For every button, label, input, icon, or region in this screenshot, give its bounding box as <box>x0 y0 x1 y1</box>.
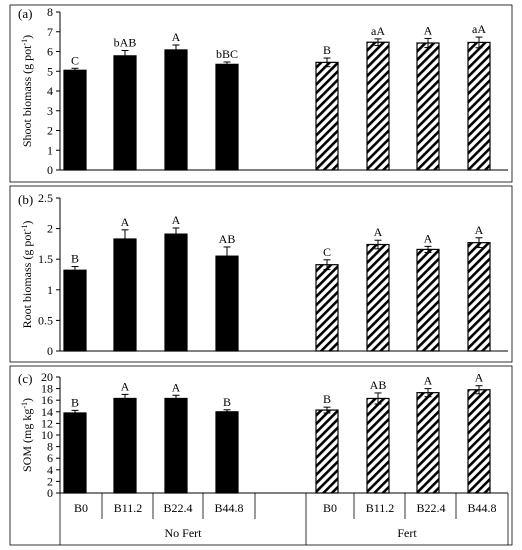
y-axis-title: Shoot biomass (g pot-1) <box>20 35 34 147</box>
y-tick-label: 0.5 <box>38 313 53 327</box>
bar <box>315 409 339 494</box>
panel-label: (c) <box>18 371 32 386</box>
y-tick-label: 2 <box>47 222 53 236</box>
bar <box>467 41 491 171</box>
bar <box>416 42 440 171</box>
bar <box>467 242 491 352</box>
group-label: Fert <box>397 526 417 540</box>
y-tick-label: 0 <box>47 344 53 358</box>
y-tick-label: 18 <box>41 382 53 396</box>
panel-border <box>9 185 513 363</box>
y-axis-title: SOM (mg kg-1) <box>20 398 34 472</box>
bar <box>164 397 188 494</box>
y-tick-label: 8 <box>47 5 53 19</box>
significance-label: A <box>424 374 433 388</box>
panel-border <box>9 4 513 183</box>
y-tick-label: 7 <box>47 25 53 39</box>
bar <box>215 63 239 171</box>
bar <box>113 238 137 352</box>
category-label: B44.8 <box>214 501 243 515</box>
y-tick-label: 1 <box>47 143 53 157</box>
bar <box>63 269 87 352</box>
bar <box>63 69 87 171</box>
bar <box>366 41 390 171</box>
bar <box>416 248 440 352</box>
significance-label: C <box>71 53 79 67</box>
significance-label: aA <box>472 22 486 36</box>
bar <box>315 61 339 171</box>
bar <box>113 397 137 494</box>
category-axis: B0 B11.2 B22.4 B44.8 B0 B11.2 B22.4 B44.8 No Fer… <box>59 493 509 545</box>
bar <box>366 243 390 352</box>
significance-label: A <box>374 225 383 239</box>
significance-label: B <box>323 43 331 57</box>
y-tick-label: 1.5 <box>38 252 53 266</box>
y-tick-label: 8 <box>47 440 53 454</box>
group-label: No Fert <box>165 526 203 540</box>
y-tick-label: 1 <box>47 283 53 297</box>
y-tick-label: 12 <box>41 416 53 430</box>
y-tick-label: 5 <box>47 64 53 78</box>
panel-label: (a) <box>18 6 32 21</box>
category-label: B0 <box>323 501 337 515</box>
category-label: B44.8 <box>467 501 496 515</box>
significance-label: A <box>172 213 181 227</box>
bar <box>63 412 87 494</box>
y-tick-label: 6 <box>47 45 53 59</box>
significance-label: A <box>424 23 433 37</box>
significance-label: A <box>121 379 130 393</box>
y-tick-label: 14 <box>41 405 53 419</box>
significance-label: bBC <box>216 47 238 61</box>
category-label: B22.4 <box>416 501 445 515</box>
y-tick-label: 2 <box>47 474 53 488</box>
y-tick-label: 0 <box>47 163 53 177</box>
y-tick-label: 2 <box>47 124 53 138</box>
bar <box>215 411 239 494</box>
panel-2: 0 0.5 1 1.5 2 2.5 (b) Root biomass (g pot-1) B A A… <box>9 185 513 363</box>
significance-label: A <box>424 231 433 245</box>
bar <box>164 233 188 352</box>
significance-label: AB <box>219 232 236 246</box>
significance-label: B <box>223 395 231 409</box>
bar <box>215 255 239 352</box>
y-tick-label: 16 <box>41 393 53 407</box>
category-label: B11.2 <box>366 501 395 515</box>
significance-label: aA <box>371 24 385 38</box>
significance-label: B <box>323 392 331 406</box>
bar <box>416 392 440 494</box>
bar <box>366 397 390 494</box>
bar <box>164 49 188 171</box>
category-label: B22.4 <box>163 501 192 515</box>
significance-label: A <box>172 30 181 44</box>
y-tick-label: 4 <box>47 84 53 98</box>
significance-label: AB <box>370 378 387 392</box>
y-axis-title: Root biomass (g pot-1) <box>20 221 34 329</box>
significance-label: A <box>475 371 484 385</box>
significance-label: C <box>323 245 331 259</box>
panel-border <box>9 365 513 546</box>
panel-label: (b) <box>18 192 33 207</box>
significance-label: B <box>71 395 79 409</box>
significance-label: bAB <box>114 36 137 50</box>
category-label: B0 <box>74 501 88 515</box>
significance-label: A <box>475 223 484 237</box>
y-tick-label: 4 <box>47 463 53 477</box>
significance-label: A <box>121 215 130 229</box>
y-tick-label: 2.5 <box>38 191 53 205</box>
category-label: B11.2 <box>114 501 143 515</box>
significance-label: A <box>172 380 181 394</box>
y-tick-label: 0 <box>47 486 53 500</box>
bar <box>113 55 137 171</box>
bar <box>315 264 339 352</box>
bar <box>467 389 491 494</box>
significance-label: B <box>71 252 79 266</box>
y-tick-label: 10 <box>41 428 53 442</box>
y-tick-label: 20 <box>41 370 53 384</box>
y-tick-label: 3 <box>47 104 53 118</box>
y-tick-label: 6 <box>47 451 53 465</box>
